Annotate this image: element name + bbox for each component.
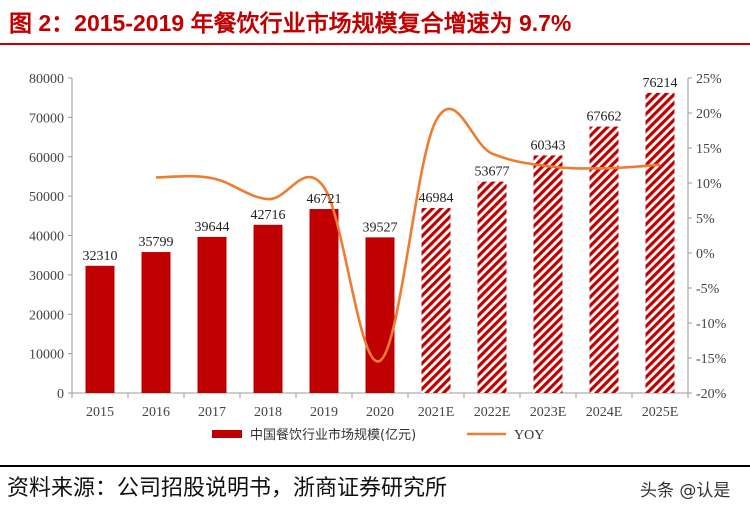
x-tick-label: 2016 bbox=[142, 405, 170, 420]
source-divider bbox=[0, 465, 750, 467]
right-tick-label: 0% bbox=[696, 247, 715, 262]
left-tick-label: 30000 bbox=[29, 269, 64, 284]
bar bbox=[85, 265, 115, 393]
x-tick-label: 2024E bbox=[586, 405, 623, 420]
x-tick-label: 2018 bbox=[254, 405, 282, 420]
left-tick-label: 40000 bbox=[29, 230, 64, 245]
left-tick-label: 60000 bbox=[29, 151, 64, 166]
right-tick-label: 20% bbox=[696, 107, 722, 122]
right-tick-label: -20% bbox=[696, 387, 727, 402]
bar-value-label: 39644 bbox=[195, 220, 230, 235]
left-tick-label: 50000 bbox=[29, 190, 64, 205]
bar-value-label: 53677 bbox=[475, 165, 510, 180]
forecast-bar bbox=[477, 181, 507, 393]
forecast-bar bbox=[421, 208, 451, 393]
yoy-line bbox=[155, 107, 661, 363]
x-tick-label: 2020 bbox=[366, 405, 394, 420]
x-tick-label: 2019 bbox=[310, 405, 338, 420]
left-tick-label: 20000 bbox=[29, 308, 64, 323]
right-tick-label: 10% bbox=[696, 177, 722, 192]
bar-value-label: 67662 bbox=[587, 110, 622, 125]
forecast-bar bbox=[645, 92, 675, 393]
right-tick-label: 15% bbox=[696, 142, 722, 157]
watermark: 头条 @认是 bbox=[640, 481, 731, 501]
x-tick-label: 2023E bbox=[530, 405, 567, 420]
bar bbox=[253, 224, 283, 393]
right-tick-label: 5% bbox=[696, 212, 715, 227]
left-tick-label: 80000 bbox=[29, 72, 64, 87]
left-tick-label: 10000 bbox=[29, 348, 64, 363]
left-tick-label: 0 bbox=[57, 387, 64, 402]
x-tick-label: 2025E bbox=[642, 405, 679, 420]
right-tick-label: -5% bbox=[696, 282, 720, 297]
bar bbox=[365, 237, 395, 393]
x-tick-label: 2021E bbox=[418, 405, 455, 420]
forecast-bar bbox=[589, 126, 619, 393]
bar-value-label: 35799 bbox=[139, 235, 174, 250]
bar bbox=[197, 236, 227, 393]
x-tick-label: 2022E bbox=[474, 405, 511, 420]
chart-area: 0 10000 20000 30000 40000 50000 60000 70000 8000… bbox=[29, 72, 727, 443]
bar-value-label: 39527 bbox=[363, 220, 398, 235]
bar bbox=[309, 209, 339, 393]
bar-value-label: 46721 bbox=[307, 192, 342, 207]
bar-value-label: 46984 bbox=[419, 191, 454, 206]
bar-value-label: 32310 bbox=[83, 249, 118, 264]
forecast-bar bbox=[533, 155, 563, 393]
bar-value-label: 76214 bbox=[643, 76, 678, 91]
bar-value-label: 42716 bbox=[251, 208, 286, 223]
legend-bar-label: 中国餐饮行业市场规模(亿元) bbox=[250, 427, 416, 443]
x-tick-label: 2015 bbox=[86, 405, 114, 420]
legend-bar-swatch bbox=[212, 430, 242, 438]
bar-value-label: 60343 bbox=[531, 138, 566, 153]
legend-line-label: YOY bbox=[514, 428, 544, 443]
right-tick-label: -10% bbox=[696, 317, 727, 332]
right-tick-label: 25% bbox=[696, 72, 722, 87]
title-divider bbox=[0, 43, 750, 45]
x-tick-label: 2017 bbox=[198, 405, 226, 420]
right-tick-label: -15% bbox=[696, 352, 727, 367]
source-note: 资料来源：公司招股说明书，浙商证券研究所 bbox=[7, 476, 448, 501]
chart-title: 图 2：2015-2019 年餐饮行业市场规模复合增速为 9.7% bbox=[9, 10, 572, 36]
bar bbox=[141, 252, 171, 393]
left-tick-label: 70000 bbox=[29, 111, 64, 126]
